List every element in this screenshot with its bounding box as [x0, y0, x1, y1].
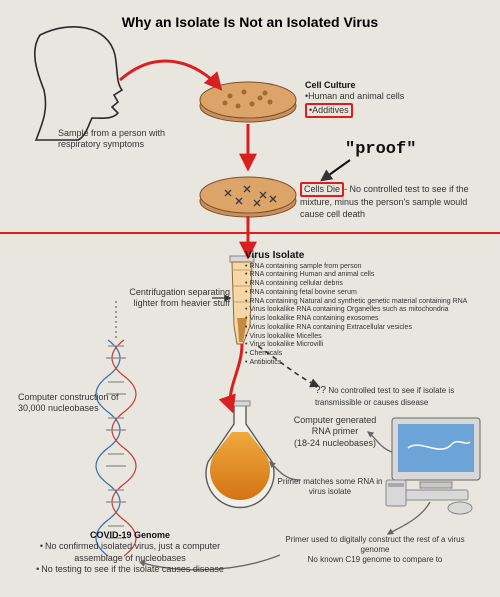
petri-dish-bottom: [200, 177, 296, 217]
covid-genome-item: No testing to see if the isolate causes …: [35, 564, 225, 575]
arrow-tube_to_flask: [230, 344, 242, 410]
flask-icon: [206, 401, 274, 507]
virus-isolate-item: Virus lookalike RNA containing Organelle…: [245, 306, 485, 315]
cells-die-highlight: Cells Die: [300, 182, 344, 197]
cells-die-block: Cells Die- No controlled test to see if …: [300, 182, 480, 220]
arrow-proof_to_box: [322, 160, 350, 180]
page-title: Why an Isolate Is Not an Isolated Virus: [100, 14, 400, 30]
dna-helix-icon: [96, 300, 136, 556]
virus-isolate-item: Chemicals: [245, 350, 485, 359]
arrow-head_to_dish: [120, 61, 220, 88]
virus-isolate-item: RNA containing Natural and synthetic gen…: [245, 298, 485, 307]
computer-icon: [386, 418, 480, 514]
cell-culture-item-1-highlight: •Additives: [305, 103, 353, 118]
virus-isolate-item: Virus lookalike Micelles: [245, 333, 485, 342]
human-head-icon: [35, 27, 122, 140]
cell-culture-block: Cell Culture •Human and animal cells •Ad…: [305, 80, 465, 118]
virus-isolate-item: RNA containing Human and animal cells: [245, 271, 485, 280]
covid-genome-item: No confirmed isolated virus, just a comp…: [35, 541, 225, 564]
virus-isolate-block: Virus Isolate RNA containing sample from…: [245, 250, 485, 368]
covid-genome-heading: COVID-19 Genome: [90, 530, 170, 540]
virus-isolate-item: RNA containing cellular debris: [245, 280, 485, 289]
petri-dish-top: [200, 82, 296, 122]
isolate-test-label: ?? No controlled test to see if isolate …: [315, 385, 470, 408]
virus-isolate-list: RNA containing sample from personRNA con…: [245, 263, 485, 368]
virus-isolate-heading: Virus Isolate: [245, 250, 304, 261]
proof-annotation: "proof": [345, 140, 416, 159]
computer-construction-label: Computer construction of 30,000 nucleoba…: [18, 392, 123, 415]
primer-label: Computer generated RNA primer (18-24 nuc…: [275, 415, 395, 449]
cell-culture-item-0: •Human and animal cells: [305, 91, 404, 101]
virus-isolate-item: Virus lookalike RNA containing Extracell…: [245, 324, 485, 333]
primer-construct-label: Primer used to digitally construct the r…: [280, 535, 470, 565]
virus-isolate-item: Antibiotics: [245, 359, 485, 368]
centrifuge-label: Centrifugation separatinglighter from he…: [120, 287, 230, 310]
arrow-computer_to_construct: [388, 502, 430, 534]
cell-culture-heading: Cell Culture: [305, 80, 356, 90]
virus-isolate-item: RNA containing fetal bovine serum: [245, 289, 485, 298]
covid-genome-block: COVID-19 Genome No confirmed isolated vi…: [35, 530, 225, 575]
virus-isolate-item: RNA containing sample from person: [245, 263, 485, 272]
primer-match-label: Primer matches some RNA in virus isolate: [275, 477, 385, 497]
covid-genome-list: No confirmed isolated virus, just a comp…: [35, 541, 225, 575]
section-divider: [0, 232, 500, 234]
head-sample-label: Sample from a person withrespiratory sym…: [58, 128, 198, 151]
virus-isolate-item: Virus lookalike Microvilli: [245, 341, 485, 350]
virus-isolate-item: Virus lookalike RNA containing exosomes: [245, 315, 485, 324]
